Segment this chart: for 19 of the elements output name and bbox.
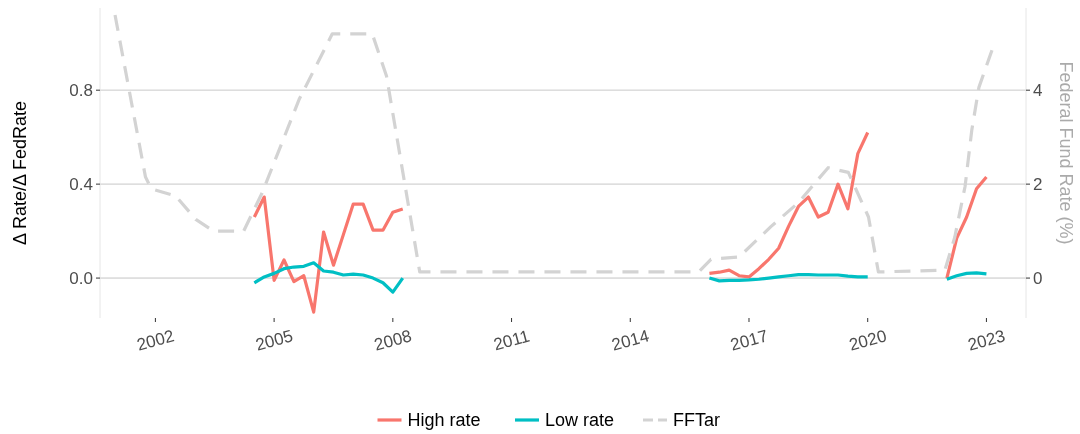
y-tick-label: 0.8 bbox=[69, 81, 93, 101]
x-tick-label: 2005 bbox=[253, 326, 295, 355]
x-tick-label: 2002 bbox=[134, 326, 177, 355]
y2-tick-label: 2 bbox=[1033, 175, 1043, 195]
y2-tick-label: 0 bbox=[1033, 269, 1043, 289]
x-tick-label: 2008 bbox=[372, 326, 414, 355]
y-tick-label: 0.0 bbox=[69, 269, 93, 289]
x-tick-label: 2011 bbox=[491, 326, 532, 355]
y-tick-label: 0.4 bbox=[69, 175, 93, 195]
legend-label: FFTar bbox=[673, 410, 720, 431]
y2-tick-label: 4 bbox=[1033, 81, 1043, 101]
y-axis-title: Δ Rate/Δ FedRate bbox=[10, 100, 30, 246]
x-tick-label: 2017 bbox=[728, 326, 770, 355]
x-tick-label: 2020 bbox=[847, 326, 889, 355]
x-tick-label: 2014 bbox=[609, 326, 652, 355]
legend-label: High rate bbox=[407, 410, 481, 431]
y2-axis-title: Federal Fund Rate (%) bbox=[1056, 61, 1076, 245]
legend-label: Low rate bbox=[545, 410, 615, 431]
x-tick-label: 2023 bbox=[965, 326, 1008, 355]
